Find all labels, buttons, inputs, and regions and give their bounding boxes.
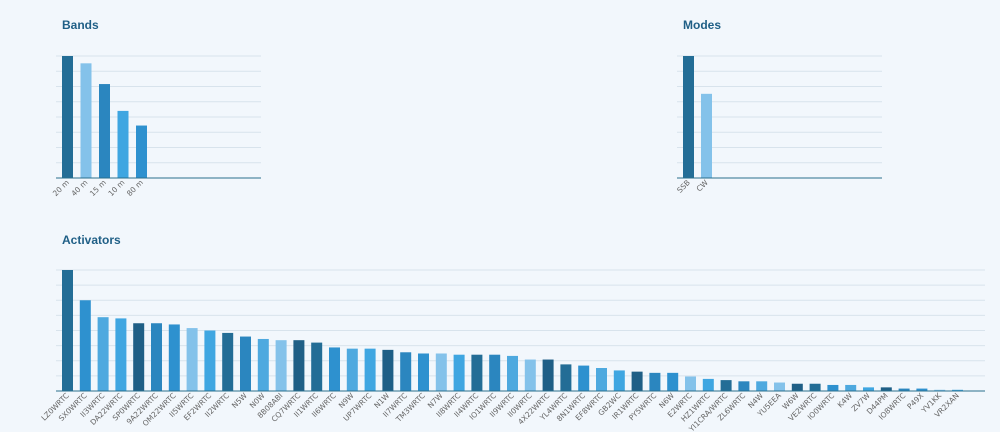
activators-bar	[168, 324, 180, 391]
bands-chart-title: Bands	[62, 18, 99, 32]
activators-bar	[471, 354, 483, 391]
activators-bar	[293, 340, 305, 391]
activators-bar	[613, 370, 625, 391]
activators-bar	[934, 389, 946, 391]
activators-bar	[435, 353, 447, 391]
activators-bar	[204, 330, 216, 391]
activators-bar	[880, 387, 892, 391]
bands-bar	[62, 56, 73, 178]
activators-bar	[240, 336, 251, 391]
bands-category-label: 15 m	[88, 178, 108, 198]
bands-category-label: 10 m	[106, 178, 126, 198]
modes-chart-title: Modes	[683, 18, 722, 32]
modes-category-label: SSB	[675, 178, 692, 195]
activators-bar	[329, 347, 340, 391]
activators-bar	[151, 323, 162, 391]
activators-bar	[916, 388, 928, 391]
activators-bar	[489, 354, 501, 391]
activators-bar	[133, 323, 145, 391]
activators-bar	[97, 317, 109, 391]
activators-bar	[346, 348, 358, 391]
activators-bar	[507, 355, 518, 391]
activators-bar	[542, 359, 554, 391]
activators-bar	[952, 389, 963, 391]
bands-bar	[99, 84, 110, 178]
bands-bar	[136, 125, 147, 178]
modes-category-label: CW	[695, 178, 711, 194]
activators-bar	[774, 382, 785, 391]
activators-bar	[453, 354, 465, 391]
activators-chart-title: Activators	[62, 233, 121, 247]
activators-bar	[115, 318, 127, 391]
activators-bar	[596, 368, 607, 391]
activators-bar	[257, 338, 269, 391]
bands-category-label: 80 m	[125, 178, 145, 198]
activators-bar	[418, 353, 429, 391]
activators-bar	[186, 328, 198, 391]
activators-bar	[738, 381, 750, 391]
activators-bar	[720, 380, 732, 391]
activators-bar	[631, 371, 643, 391]
activators-bar	[667, 372, 679, 391]
activators-bar	[62, 270, 73, 391]
activators-bar	[685, 376, 696, 391]
activators-bar	[649, 372, 661, 391]
activators-category-label: N5W	[230, 391, 249, 410]
activators-bar	[756, 381, 768, 391]
bands-bar	[117, 110, 129, 178]
activators-bar	[400, 352, 412, 391]
activators-chart: LZ0WRTCSX0WRTCII3WRTCDA22WRTCSP0WRTC9A22…	[39, 269, 985, 432]
bands-category-label: 40 m	[69, 178, 89, 198]
activators-bar	[791, 383, 803, 391]
activators-bar	[809, 383, 821, 391]
activators-bar	[79, 300, 91, 391]
bands-bar	[80, 63, 92, 178]
activators-bar	[524, 359, 536, 391]
activators-bar	[311, 342, 323, 391]
activators-bar	[222, 332, 234, 391]
activators-bar	[898, 388, 910, 391]
modes-bar	[683, 56, 694, 178]
modes-chart: SSB CW	[675, 55, 882, 195]
activators-bar	[560, 364, 572, 391]
activators-bar	[364, 348, 376, 391]
modes-bar	[701, 93, 712, 178]
activators-bar	[382, 349, 394, 391]
activators-bar	[863, 387, 874, 391]
activators-bar	[827, 384, 839, 391]
activators-bar	[275, 340, 287, 391]
activators-bar	[578, 365, 590, 391]
bands-chart: 20 m40 m15 m10 m80 m	[51, 55, 261, 198]
activators-bar	[702, 378, 714, 391]
activators-bar	[845, 384, 857, 391]
bands-category-label: 20 m	[51, 178, 71, 198]
